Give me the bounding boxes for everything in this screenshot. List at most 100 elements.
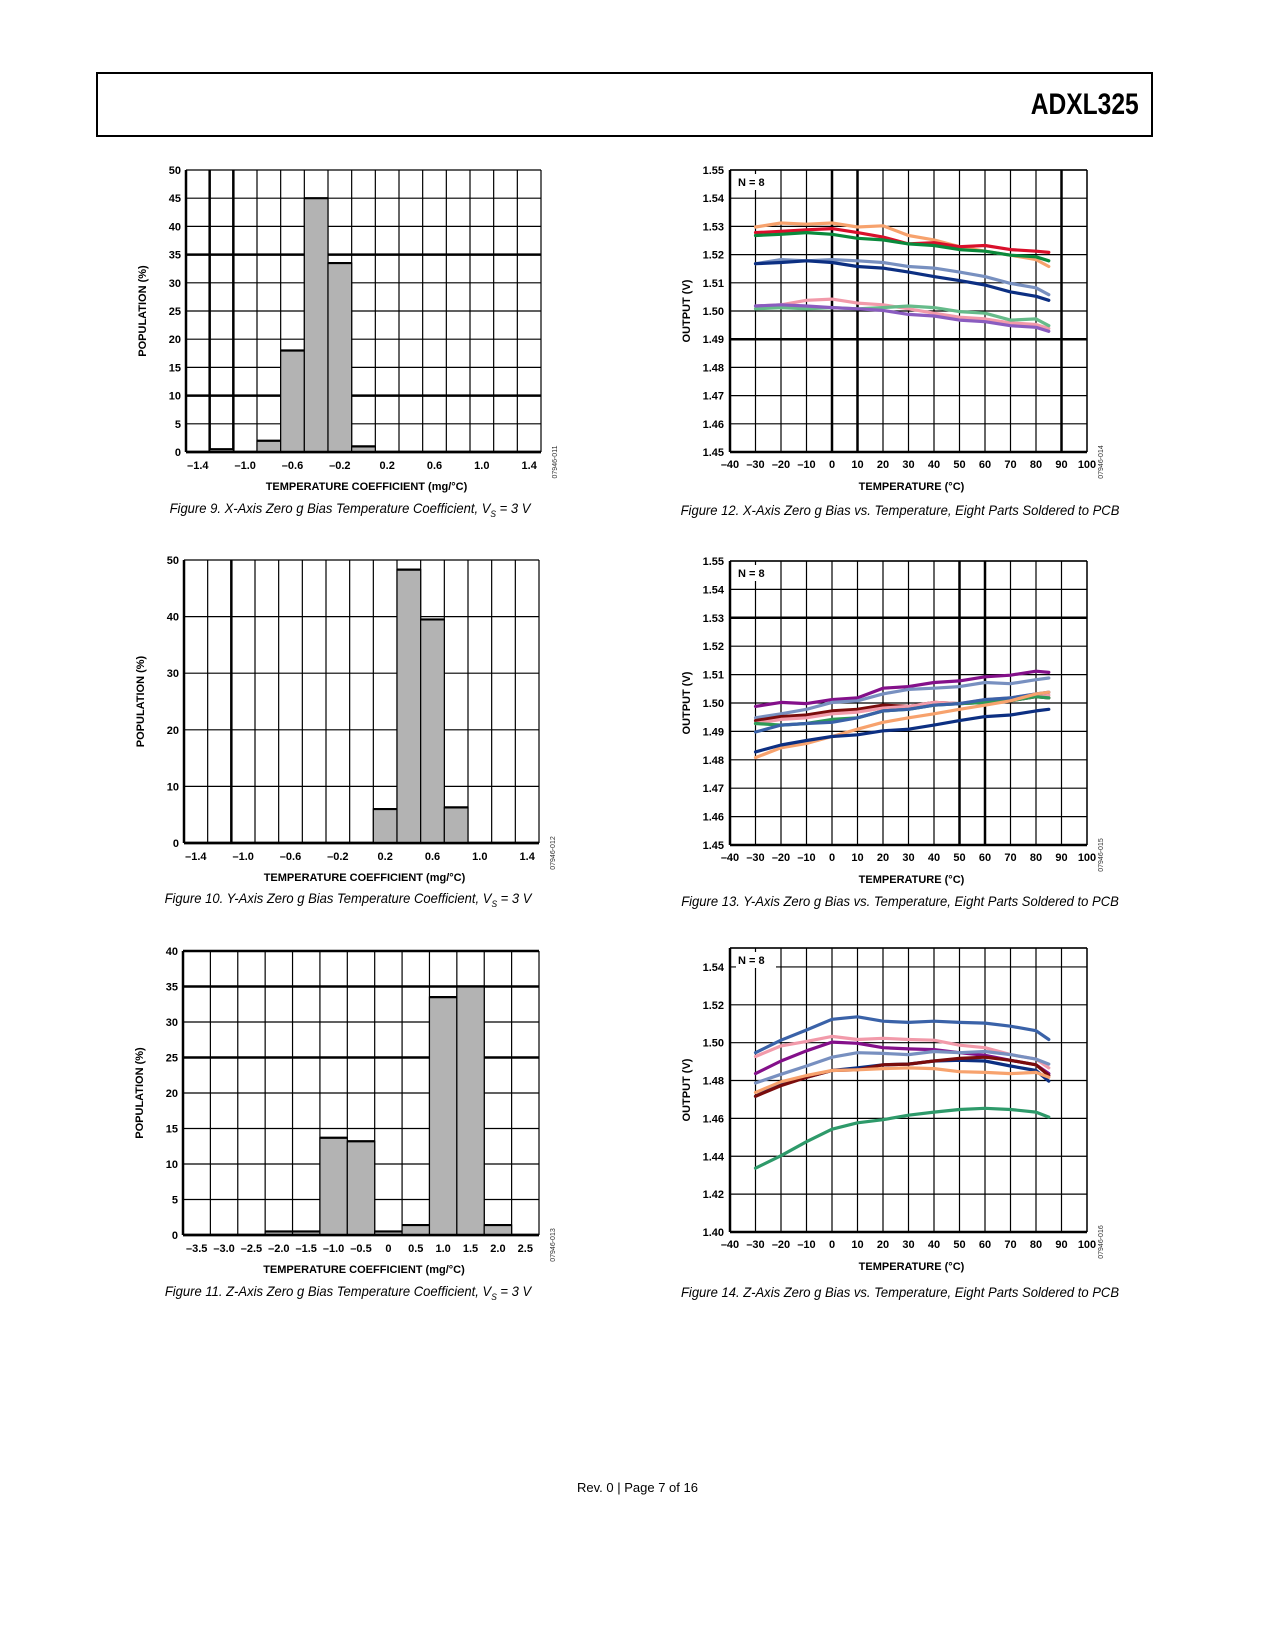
x-axis-title: TEMPERATURE COEFFICIENT (mg/°C): [263, 1264, 465, 1276]
y-tick-label: 1.52: [703, 250, 724, 262]
x-tick-label: 70: [1004, 852, 1016, 864]
x-tick-label: –40: [721, 459, 739, 471]
x-tick-label: –2.0: [268, 1243, 289, 1255]
y-tick-label: 45: [169, 193, 181, 205]
y-tick-label: 1.51: [703, 670, 724, 682]
y-tick-label: 1.49: [703, 726, 724, 738]
page-header: ADXL325: [96, 72, 1153, 137]
y-tick-label: 25: [166, 1053, 178, 1065]
x-tick-label: –3.0: [213, 1243, 234, 1255]
series-line-part-1: [753, 1015, 1051, 1055]
x-tick-label: –0.6: [280, 851, 301, 863]
y-tick-label: 1.48: [703, 1076, 724, 1088]
series-line-part-8: [753, 1106, 1051, 1170]
x-tick-label: –1.0: [323, 1243, 344, 1255]
x-tick-label: 1.0: [472, 851, 487, 863]
x-tick-label: 70: [1004, 1239, 1016, 1251]
x-tick-label: 0: [829, 852, 835, 864]
x-tick-label: –30: [746, 1239, 764, 1251]
figure-13-caption: Figure 13. Y-Axis Zero g Bias vs. Temper…: [681, 893, 1119, 909]
x-tick-label: 1.4: [520, 851, 536, 863]
x-tick-label: 70: [1004, 459, 1016, 471]
x-tick-label: 1.4: [522, 460, 538, 472]
x-axis-title: TEMPERATURE (°C): [859, 874, 965, 886]
figure-12-chart: –40 –30 –20 –10 0 10 20 30 40 50 60 70 80 90 100 1.45 1.…: [0, 0, 1200, 520]
x-tick-label: 90: [1055, 852, 1067, 864]
annotation-background: [736, 565, 776, 581]
y-tick-label: 1.42: [703, 1189, 724, 1201]
y-tick-label: 1.52: [703, 1000, 724, 1012]
figure-code: 07946-015: [1098, 838, 1105, 872]
x-tick-label: 0.2: [378, 851, 393, 863]
series-line-part-1: [753, 669, 1051, 708]
x-tick-label: 60: [979, 852, 991, 864]
y-tick-label: 40: [167, 612, 179, 624]
x-tick-label: –10: [797, 459, 815, 471]
figure-12-caption: Figure 12. X-Axis Zero g Bias vs. Temper…: [680, 502, 1120, 518]
y-tick-label: 25: [169, 306, 181, 318]
part-number-title: ADXL325: [1030, 88, 1139, 121]
chart-svg: –40 –30 –20 –10 0 10 20 30 40 50 60 70 80 90 100 1.45 1.…: [681, 165, 1105, 493]
x-tick-label: –10: [797, 1239, 815, 1251]
x-axis-title: TEMPERATURE COEFFICIENT (mg/°C): [266, 481, 468, 493]
y-axis-title: POPULATION (%): [135, 655, 147, 747]
x-tick-label: 2.5: [518, 1243, 533, 1255]
y-tick-label: 5: [172, 1195, 178, 1207]
series-line-part-6: [753, 690, 1051, 734]
x-tick-label: 100: [1078, 1239, 1096, 1251]
y-tick-label: 1.54: [703, 584, 725, 596]
y-tick-label: 1.40: [703, 1227, 724, 1239]
y-tick-label: 30: [169, 278, 181, 290]
x-tick-label: 0: [385, 1243, 391, 1255]
x-tick-label: 0: [829, 1239, 835, 1251]
y-tick-label: 1.47: [703, 391, 724, 403]
n-annotation: N = 8: [738, 955, 765, 967]
x-tick-label: 0.6: [427, 460, 442, 472]
y-tick-label: 1.46: [703, 812, 724, 824]
y-axis-title: OUTPUT (V): [681, 279, 693, 342]
y-tick-label: 1.51: [703, 278, 724, 290]
x-tick-label: –20: [772, 852, 790, 864]
x-tick-label: 40: [928, 852, 940, 864]
x-tick-label: –1.5: [296, 1243, 317, 1255]
n-annotation: N = 8: [738, 177, 765, 189]
y-tick-label: 1.54: [703, 962, 725, 974]
y-axis-title: OUTPUT (V): [681, 1058, 693, 1121]
series-line-part-4: [753, 1049, 1051, 1085]
y-tick-label: 1.47: [703, 783, 724, 795]
x-tick-label: 40: [928, 459, 940, 471]
x-tick-label: –1.0: [234, 460, 255, 472]
y-tick-label: 20: [166, 1088, 178, 1100]
x-tick-label: –20: [772, 459, 790, 471]
y-tick-label: 20: [169, 334, 181, 346]
series-line-part-6: [753, 297, 1051, 331]
grid: [729, 947, 1088, 1233]
y-tick-label: 1.46: [703, 1113, 724, 1125]
x-tick-label: –30: [746, 852, 764, 864]
n-annotation: N = 8: [738, 568, 765, 580]
y-tick-label: 1.48: [703, 755, 724, 767]
figure-code: 07946-011: [552, 445, 559, 478]
x-tick-label: –20: [772, 1239, 790, 1251]
y-tick-label: 0: [172, 1230, 178, 1242]
y-tick-label: 50: [169, 165, 181, 177]
series-line-part-7: [753, 1066, 1051, 1095]
figure-9-caption: Figure 9. X-Axis Zero g Bias Temperature…: [169, 500, 531, 519]
y-tick-label: 30: [167, 668, 179, 680]
x-tick-label: –40: [721, 1239, 739, 1251]
y-tick-label: 1.54: [703, 193, 725, 205]
x-tick-label: 30: [902, 459, 914, 471]
x-tick-label: 1.0: [474, 460, 489, 472]
x-tick-label: 0: [829, 459, 835, 471]
y-tick-label: 1.50: [703, 1038, 724, 1050]
figure-9-chart: 0 5 10 15 20 25 30 35 40 45 50 –1.4 –1.0 –0.6 –0.2 0.2 0…: [0, 0, 600, 520]
series-line-part-8: [753, 303, 1051, 333]
x-tick-label: –3.5: [186, 1243, 207, 1255]
x-tick-label: –1.4: [187, 460, 209, 472]
x-tick-label: –40: [721, 852, 739, 864]
x-tick-label: 20: [877, 1239, 889, 1251]
y-axis-title: POPULATION (%): [134, 1047, 146, 1139]
series-line-part-5: [753, 259, 1051, 302]
x-tick-label: 100: [1078, 852, 1096, 864]
figure-11-chart: 0 5 10 15 20 25 30 35 40 –3.5 –3.0 –2.5 –2.0 –1.5 –1.0…: [0, 0, 600, 1300]
